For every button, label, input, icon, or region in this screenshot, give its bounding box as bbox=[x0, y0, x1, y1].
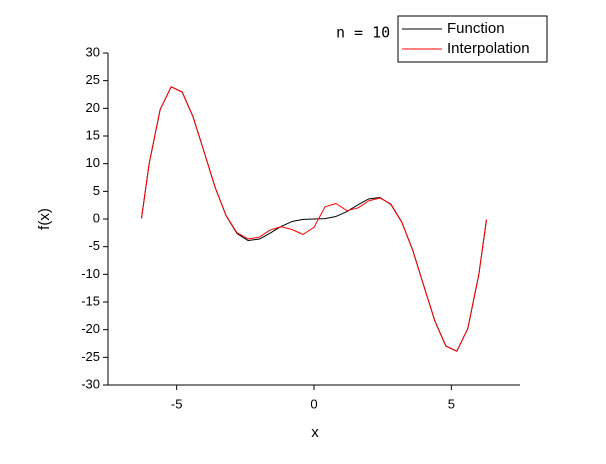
legend-label: Function bbox=[447, 20, 505, 37]
y-tick-label: 10 bbox=[86, 155, 100, 170]
y-tick-label: 30 bbox=[86, 44, 100, 59]
y-tick-label: 20 bbox=[86, 100, 100, 115]
x-tick-label: -5 bbox=[171, 396, 183, 411]
annotation: n = 10 bbox=[336, 24, 390, 42]
legend-box bbox=[397, 15, 548, 63]
y-tick-label: -15 bbox=[81, 293, 100, 308]
y-tick-label: -25 bbox=[81, 349, 100, 364]
y-tick-label: 0 bbox=[93, 210, 100, 225]
y-tick-label: -5 bbox=[88, 238, 100, 253]
x-axis-title: x bbox=[311, 424, 319, 441]
series-line bbox=[141, 86, 487, 352]
y-tick-label: 5 bbox=[93, 183, 100, 198]
series-line bbox=[141, 86, 487, 352]
y-tick-label: -10 bbox=[81, 266, 100, 281]
x-tick-label: 0 bbox=[310, 396, 317, 411]
y-tick-label: 15 bbox=[86, 127, 100, 142]
y-axis-title: f(x) bbox=[36, 208, 53, 230]
y-tick-label: -20 bbox=[81, 321, 100, 336]
y-tick-label: -30 bbox=[81, 376, 100, 391]
y-tick-label: 25 bbox=[86, 72, 100, 87]
x-tick-label: 5 bbox=[448, 396, 455, 411]
legend-label: Interpolation bbox=[447, 40, 530, 57]
